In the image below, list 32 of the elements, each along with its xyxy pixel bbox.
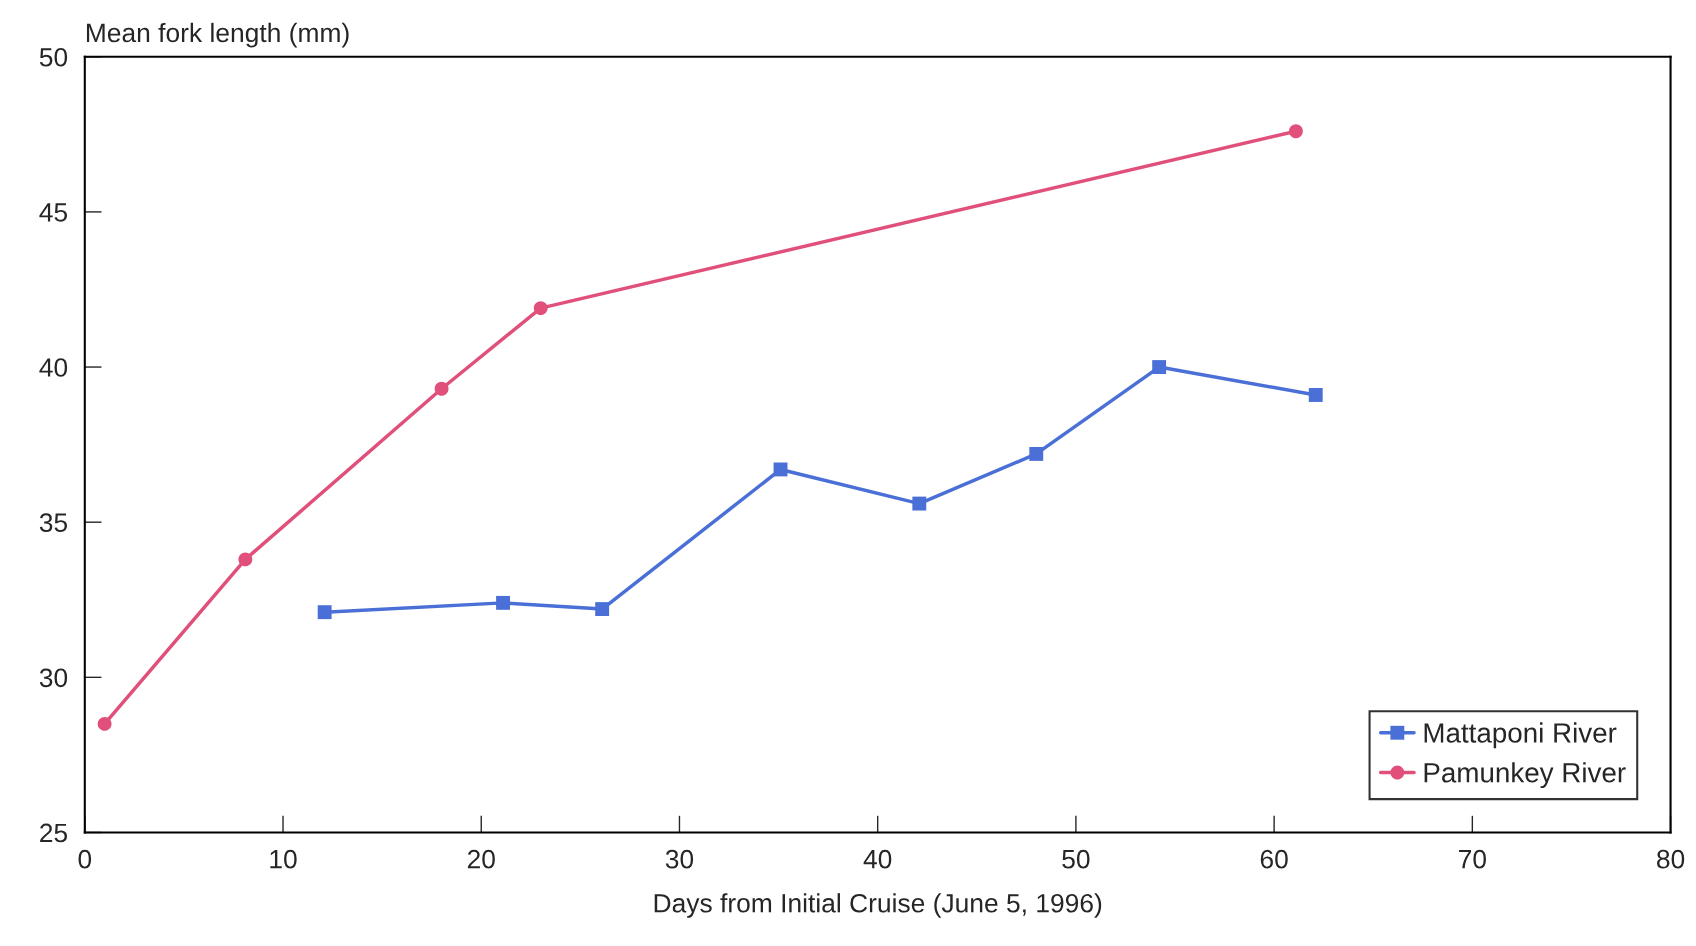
y-tick-label: 45 (39, 203, 68, 222)
point (317, 605, 332, 620)
point (1029, 446, 1044, 461)
x-tick-label: 80 (1657, 849, 1685, 869)
legend-label: Mattaponi River (1424, 722, 1617, 749)
y-tick-label: 30 (39, 668, 68, 688)
x-tick-label: 40 (863, 849, 892, 869)
x-tick-label: 50 (1062, 849, 1090, 869)
point (1288, 124, 1303, 139)
y-axis-title: Mean fork length (mm) (86, 22, 349, 48)
x-tick-label: 20 (467, 849, 495, 869)
point (434, 381, 449, 396)
x-tick-label: 70 (1459, 849, 1486, 869)
point (1152, 360, 1167, 374)
x-tick-label: 10 (270, 849, 297, 869)
point (912, 496, 927, 511)
y-tick-label: 50 (39, 47, 68, 67)
x-tick-label: 0 (78, 849, 92, 869)
x-tick-label: 30 (665, 849, 694, 869)
point (238, 552, 253, 567)
legend-label: Pamunkey River (1424, 762, 1626, 789)
point (595, 602, 610, 617)
point (533, 301, 548, 316)
x-tick-label: 60 (1260, 849, 1288, 869)
point (496, 595, 510, 610)
x-axis-title: Days from Initial Cruise (June 5, 1996) (654, 893, 1102, 918)
point (1308, 388, 1323, 402)
y-tick-label: 40 (39, 358, 68, 377)
y-tick-label: 35 (39, 513, 68, 533)
point (97, 716, 112, 731)
point (773, 462, 788, 477)
y-tick-label: 25 (40, 823, 68, 843)
